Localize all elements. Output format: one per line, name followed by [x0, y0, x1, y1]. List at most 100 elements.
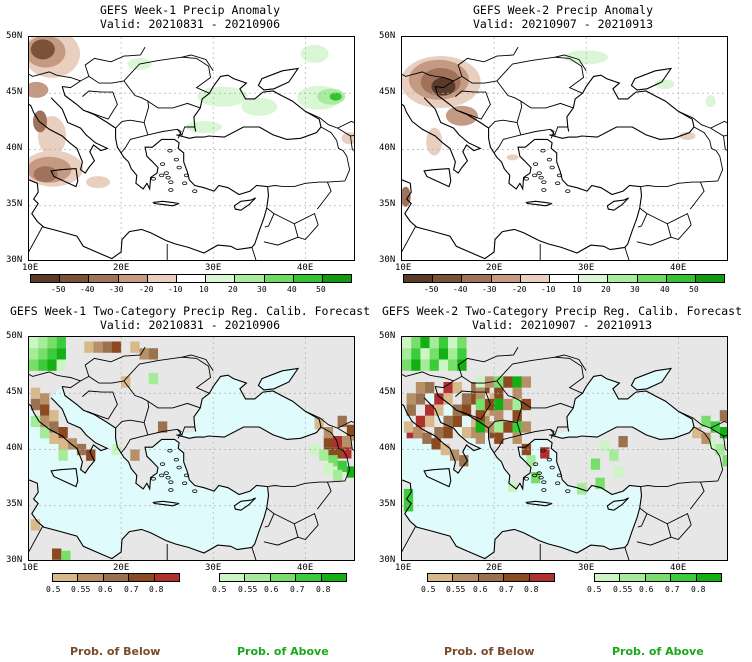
country-border — [263, 523, 299, 546]
probability-cell — [415, 415, 426, 428]
country-border — [496, 356, 584, 394]
country-border — [402, 225, 417, 253]
panel2-valid-text: Valid: 20210907 - 20210913 — [472, 17, 653, 31]
aegean-island — [540, 448, 546, 453]
country-border — [678, 110, 727, 137]
cbar-label: 20 — [601, 285, 611, 294]
cbar-label: -30 — [109, 285, 124, 294]
country-border — [624, 247, 630, 260]
panel3-title: GEFS Week-1 Two-Category Precip Reg. Cal… — [0, 304, 380, 332]
panel4-title-text: GEFS Week-2 Two-Category Precip Reg. Cal… — [381, 304, 743, 318]
probability-cell — [443, 427, 453, 439]
cbar-swatch — [31, 275, 61, 282]
panel4-valid-text: Valid: 20210907 - 20210913 — [471, 318, 652, 332]
lat-label-45n: 45N — [379, 87, 396, 97]
above-colorbar-week1 — [219, 573, 347, 582]
cbar-swatch — [264, 275, 294, 282]
country-border — [251, 547, 257, 560]
probability-cell — [457, 359, 467, 371]
aegean-island — [546, 157, 552, 162]
cbar-swatch — [462, 275, 492, 282]
probability-cell — [130, 449, 140, 461]
probability-cell — [443, 393, 453, 405]
country-border — [305, 110, 354, 137]
probability-cell — [512, 376, 522, 388]
probability-cell — [47, 359, 57, 371]
probability-cell — [49, 410, 59, 422]
lon-label-40e: 40E — [297, 563, 314, 573]
island-sicily — [423, 168, 452, 188]
probability-cell — [332, 436, 343, 448]
country-border — [84, 46, 146, 77]
probability-cell — [429, 337, 439, 349]
lon-label-10e: 10E — [395, 263, 412, 273]
country-border — [550, 428, 555, 439]
black-sea — [176, 375, 321, 440]
coastline-marmara-black-sea — [549, 126, 695, 140]
cbar-label: 0.55 — [446, 585, 466, 594]
probability-cell — [461, 427, 472, 439]
lat-label-40n: 40N — [6, 143, 23, 153]
probability-cell — [494, 376, 504, 388]
island-sicily — [50, 468, 79, 488]
aegean-island — [163, 471, 169, 475]
aegean-island — [159, 462, 166, 466]
coastline-black-sea-north — [193, 74, 322, 132]
aegean-island — [192, 189, 198, 193]
cbar-swatch — [695, 275, 725, 282]
cbar-label: 0.8 — [316, 585, 331, 594]
anomaly-colorbar-week2 — [403, 274, 725, 283]
dry-anomaly-sardinia — [33, 166, 58, 183]
probability-cell — [719, 427, 727, 439]
black-sea — [549, 375, 694, 440]
coastline-italy — [29, 397, 109, 474]
aegean-island — [556, 173, 563, 178]
probability-cell — [540, 447, 550, 459]
dry-anomaly-alps — [30, 39, 55, 60]
aegean-island — [565, 489, 571, 493]
probability-cell — [461, 404, 472, 416]
aegean-island — [168, 488, 174, 492]
country-border — [670, 524, 692, 541]
probability-cell — [595, 477, 605, 489]
lat-label-45n: 45N — [379, 387, 396, 397]
probability-cell — [323, 436, 334, 448]
panel2-title-text: GEFS Week-2 Precip Anomaly — [472, 3, 653, 17]
probability-cell — [139, 348, 149, 360]
country-border — [29, 225, 44, 253]
north-africa-land — [29, 479, 256, 560]
lat-label-45n: 45N — [6, 87, 23, 97]
country-border — [56, 374, 81, 382]
cbar-swatch — [478, 574, 505, 581]
prob-below-label-week2: Prob. of Below — [444, 645, 535, 658]
probability-cell — [438, 348, 449, 360]
country-border — [496, 80, 523, 123]
lat-label-35n: 35N — [6, 499, 23, 509]
cbar-label: 0.6 — [98, 585, 113, 594]
country-border — [554, 54, 587, 72]
cbar-swatch — [220, 574, 246, 581]
panel1-valid-text: Valid: 20210831 - 20210906 — [99, 17, 280, 31]
probability-cell — [337, 460, 347, 473]
cbar-label: 50 — [689, 285, 699, 294]
cbar-swatch — [103, 574, 130, 581]
probability-cell — [526, 455, 536, 467]
probability-cell — [406, 404, 416, 416]
below-colorbar-week2 — [427, 573, 555, 582]
aegean-island — [173, 157, 179, 162]
aegean-island — [532, 162, 539, 166]
coastline-marmara-black-sea — [176, 426, 322, 440]
country-border — [181, 54, 214, 72]
probability-cell — [346, 424, 354, 437]
probability-cell — [443, 382, 453, 394]
probability-cell — [512, 432, 522, 444]
lat-label-40n: 40N — [379, 143, 396, 153]
probability-cell — [512, 421, 522, 433]
probability-cell — [590, 458, 601, 470]
probability-cell — [323, 427, 334, 439]
aegean-island — [541, 480, 547, 484]
panel3-valid-text: Valid: 20210831 - 20210906 — [99, 318, 280, 332]
probability-cell — [38, 348, 48, 360]
lat-label-50n: 50N — [379, 331, 396, 341]
probability-cell — [40, 415, 50, 428]
